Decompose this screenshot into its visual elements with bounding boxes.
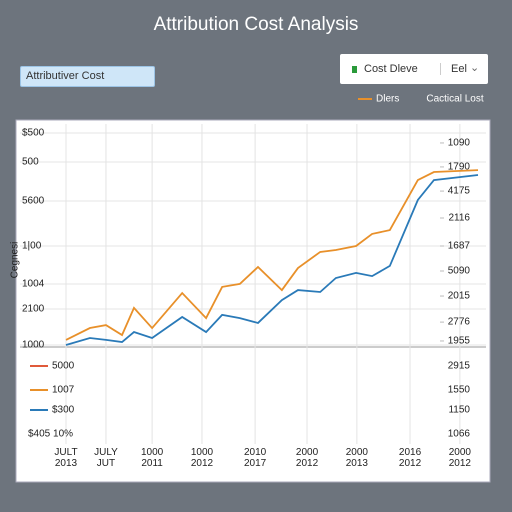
legend-label: Dlers: [376, 94, 399, 105]
y-axis-label: Cegnesi: [10, 242, 21, 279]
legend-label: 1007: [52, 385, 75, 396]
y2-tick-label: 5090: [448, 266, 471, 277]
y2-tick-label: 1687: [448, 241, 471, 252]
x-tick-label: JULY JUT: [94, 447, 118, 469]
y-tick-label: 1000: [22, 340, 45, 351]
lower-label: 1550: [448, 385, 471, 396]
dropdown[interactable]: Cost Dleve Eel ⌄: [340, 54, 488, 84]
y-tick-label: 1|00: [22, 241, 42, 252]
chart-panel: [15, 119, 491, 483]
x-tick-label: 2000 2012: [448, 447, 471, 469]
series-line: [65, 174, 479, 346]
legend-label: 5000: [52, 361, 75, 372]
dropdown-value: Eel: [440, 63, 467, 75]
chevron: ⌄: [470, 62, 480, 74]
lower-label: 2915: [448, 361, 471, 372]
y-tick-label: 1004: [22, 279, 45, 290]
y-tick-label: 5600: [22, 196, 45, 207]
y2-tick-label: 1790: [448, 162, 471, 173]
search-input[interactable]: Attributiver Cost: [20, 66, 155, 87]
y2-tick-label: 1090: [448, 138, 471, 149]
y2-tick-label: 2116: [448, 213, 470, 224]
legend-label: $300: [52, 405, 75, 416]
legend-label: $405 10%: [28, 429, 73, 440]
series-line: [65, 169, 479, 341]
legend-label: Cactical Lost: [426, 94, 483, 105]
x-tick-label: 2000 2012: [295, 447, 319, 469]
x-tick-label: 2016 2012: [398, 447, 422, 469]
y-tick-label: 2100: [22, 304, 45, 315]
y-tick-label: $500: [22, 128, 45, 139]
x-tick-label: 2000 2013: [345, 447, 368, 469]
x-tick-label: JULT 2013: [54, 447, 78, 469]
lower-label: 1150: [448, 405, 470, 416]
x-tick-label: 1000 2012: [190, 447, 214, 469]
x-tick-label: 1000 2011: [140, 447, 164, 469]
y2-tick-label: 1955: [448, 336, 471, 347]
y2-tick-label: 2776: [448, 317, 471, 328]
dropdown-icon: [352, 66, 357, 73]
dropdown-label: Cost Dleve: [364, 63, 418, 75]
y-tick-label: 500: [22, 157, 39, 168]
page-title: Attribution Cost Analysis: [153, 14, 359, 35]
x-tick-label: 2010 2017: [243, 447, 267, 469]
y2-tick-label: 2015: [448, 291, 471, 302]
lower-label: 1066: [448, 429, 471, 440]
y2-tick-label: 4175: [448, 186, 471, 197]
